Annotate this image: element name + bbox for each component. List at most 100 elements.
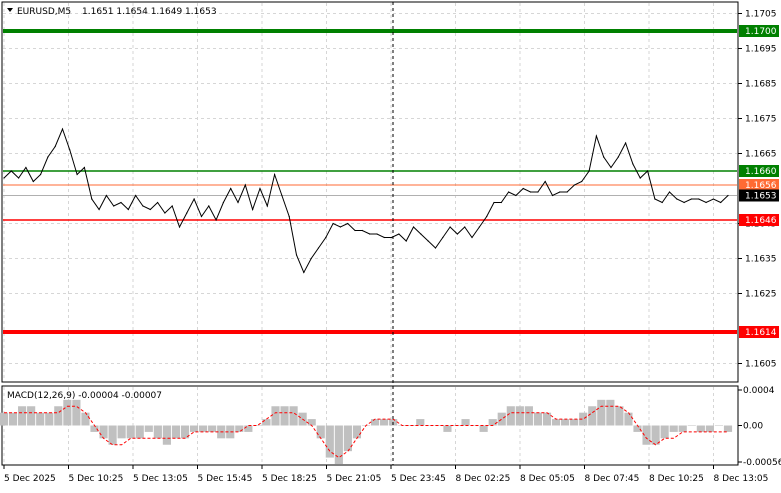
macd-histogram-bar xyxy=(90,425,99,432)
level-tag xyxy=(739,214,779,226)
price-point xyxy=(332,222,334,225)
price-point xyxy=(200,215,203,218)
price-point xyxy=(32,180,34,183)
macd-histogram-bar xyxy=(162,425,171,445)
price-point xyxy=(156,201,159,204)
macd-histogram-bar xyxy=(271,406,280,426)
price-point xyxy=(617,156,619,158)
level-tag xyxy=(739,165,779,177)
macd-histogram-bar xyxy=(235,425,244,432)
macd-histogram-bar xyxy=(479,425,488,432)
macd-histogram-bar xyxy=(723,425,733,432)
price-point xyxy=(113,205,115,207)
price-point xyxy=(164,212,166,214)
price-point xyxy=(683,201,685,204)
axes: 1.17051.16951.16851.16751.16651.16451.16… xyxy=(3,10,781,484)
macd-histogram-bar xyxy=(289,406,298,426)
price-point xyxy=(690,198,693,200)
price-point xyxy=(149,208,151,211)
price-point xyxy=(142,205,144,207)
price-point xyxy=(317,247,320,249)
price-point xyxy=(456,233,459,235)
macd-histogram-bar xyxy=(189,425,199,432)
macd-histogram-bar xyxy=(81,412,90,426)
price-point xyxy=(573,184,576,186)
macd-histogram-bar xyxy=(343,425,352,452)
price-point xyxy=(464,226,466,228)
price-point xyxy=(354,229,356,232)
macd-histogram-bar xyxy=(425,425,434,426)
level-tag xyxy=(739,25,779,37)
price-point xyxy=(566,191,568,193)
macd-histogram-bar xyxy=(54,406,63,426)
price-point xyxy=(720,201,722,204)
macd-histogram-bar xyxy=(497,412,506,426)
macd-histogram-bar xyxy=(36,412,45,426)
price-point xyxy=(266,205,268,207)
price-point xyxy=(427,240,429,242)
macd-histogram-bar xyxy=(506,406,515,426)
macd-histogram-bar xyxy=(226,425,235,439)
x-tick-label: 5 Dec 18:25 xyxy=(262,474,317,484)
macd-histogram-bar xyxy=(117,425,126,439)
price-point xyxy=(98,208,100,211)
x-tick-label: 5 Dec 21:05 xyxy=(327,474,382,484)
y-tick-label: 1.1625 xyxy=(745,290,777,300)
level-label: 1.1656 xyxy=(745,181,777,191)
main-pane-frame xyxy=(1,1,739,383)
macd-histogram-bar xyxy=(208,425,217,432)
macd-histogram-bar xyxy=(63,399,72,426)
level-tag xyxy=(739,179,779,191)
macd-histogram-bar xyxy=(615,406,624,426)
price-point xyxy=(537,191,539,193)
price-point xyxy=(420,233,422,235)
price-point xyxy=(551,194,554,197)
macd-histogram-bar xyxy=(561,419,570,426)
macd-signal-line xyxy=(4,405,728,459)
macd-label: MACD(12,26,9) -0.00004 -0.00007 xyxy=(7,391,162,401)
price-point xyxy=(18,177,20,179)
price-point xyxy=(54,145,56,148)
macd-y-tick-label: -0.00056 xyxy=(743,458,781,468)
price-point xyxy=(383,236,385,239)
price-point xyxy=(515,194,517,197)
price-point xyxy=(398,233,400,235)
macd-histogram-bar xyxy=(470,425,479,426)
price-point xyxy=(135,194,137,197)
level-tag xyxy=(739,326,779,338)
macd-histogram-bar xyxy=(325,425,334,458)
dropdown-triangle-icon[interactable] xyxy=(7,8,13,12)
price-point xyxy=(712,198,714,200)
macd-histogram-bar xyxy=(108,425,117,445)
y-tick-label: 1.1705 xyxy=(745,10,777,20)
price-point xyxy=(325,236,327,239)
price-point xyxy=(171,205,173,207)
macd-histogram-bar xyxy=(524,406,533,426)
level-label: 1.1700 xyxy=(745,27,777,37)
price-point xyxy=(39,173,42,176)
price-point xyxy=(705,201,707,204)
price-point xyxy=(215,219,217,221)
macd-histogram-bar xyxy=(642,425,651,445)
macd-histogram-bar xyxy=(461,419,470,426)
price-point xyxy=(478,226,480,228)
price-point xyxy=(646,170,649,172)
price-point xyxy=(273,173,276,176)
price-point xyxy=(661,201,663,204)
price-point xyxy=(310,257,312,260)
price-point xyxy=(632,163,634,165)
macd-histogram-bar xyxy=(678,425,687,432)
macd-histogram-bar xyxy=(171,425,181,439)
price-point xyxy=(449,226,451,228)
y-tick-label: 1.1635 xyxy=(745,255,777,265)
price-point xyxy=(295,254,298,256)
symbol-label: EURUSD,M5 xyxy=(17,7,71,17)
macd-histogram-bar xyxy=(570,419,579,426)
price-point xyxy=(610,166,612,169)
x-tick-label: 5 Dec 15:45 xyxy=(198,474,253,484)
macd-histogram-bar xyxy=(416,419,425,426)
macd-histogram-bar xyxy=(633,425,642,432)
price-point xyxy=(252,208,254,211)
